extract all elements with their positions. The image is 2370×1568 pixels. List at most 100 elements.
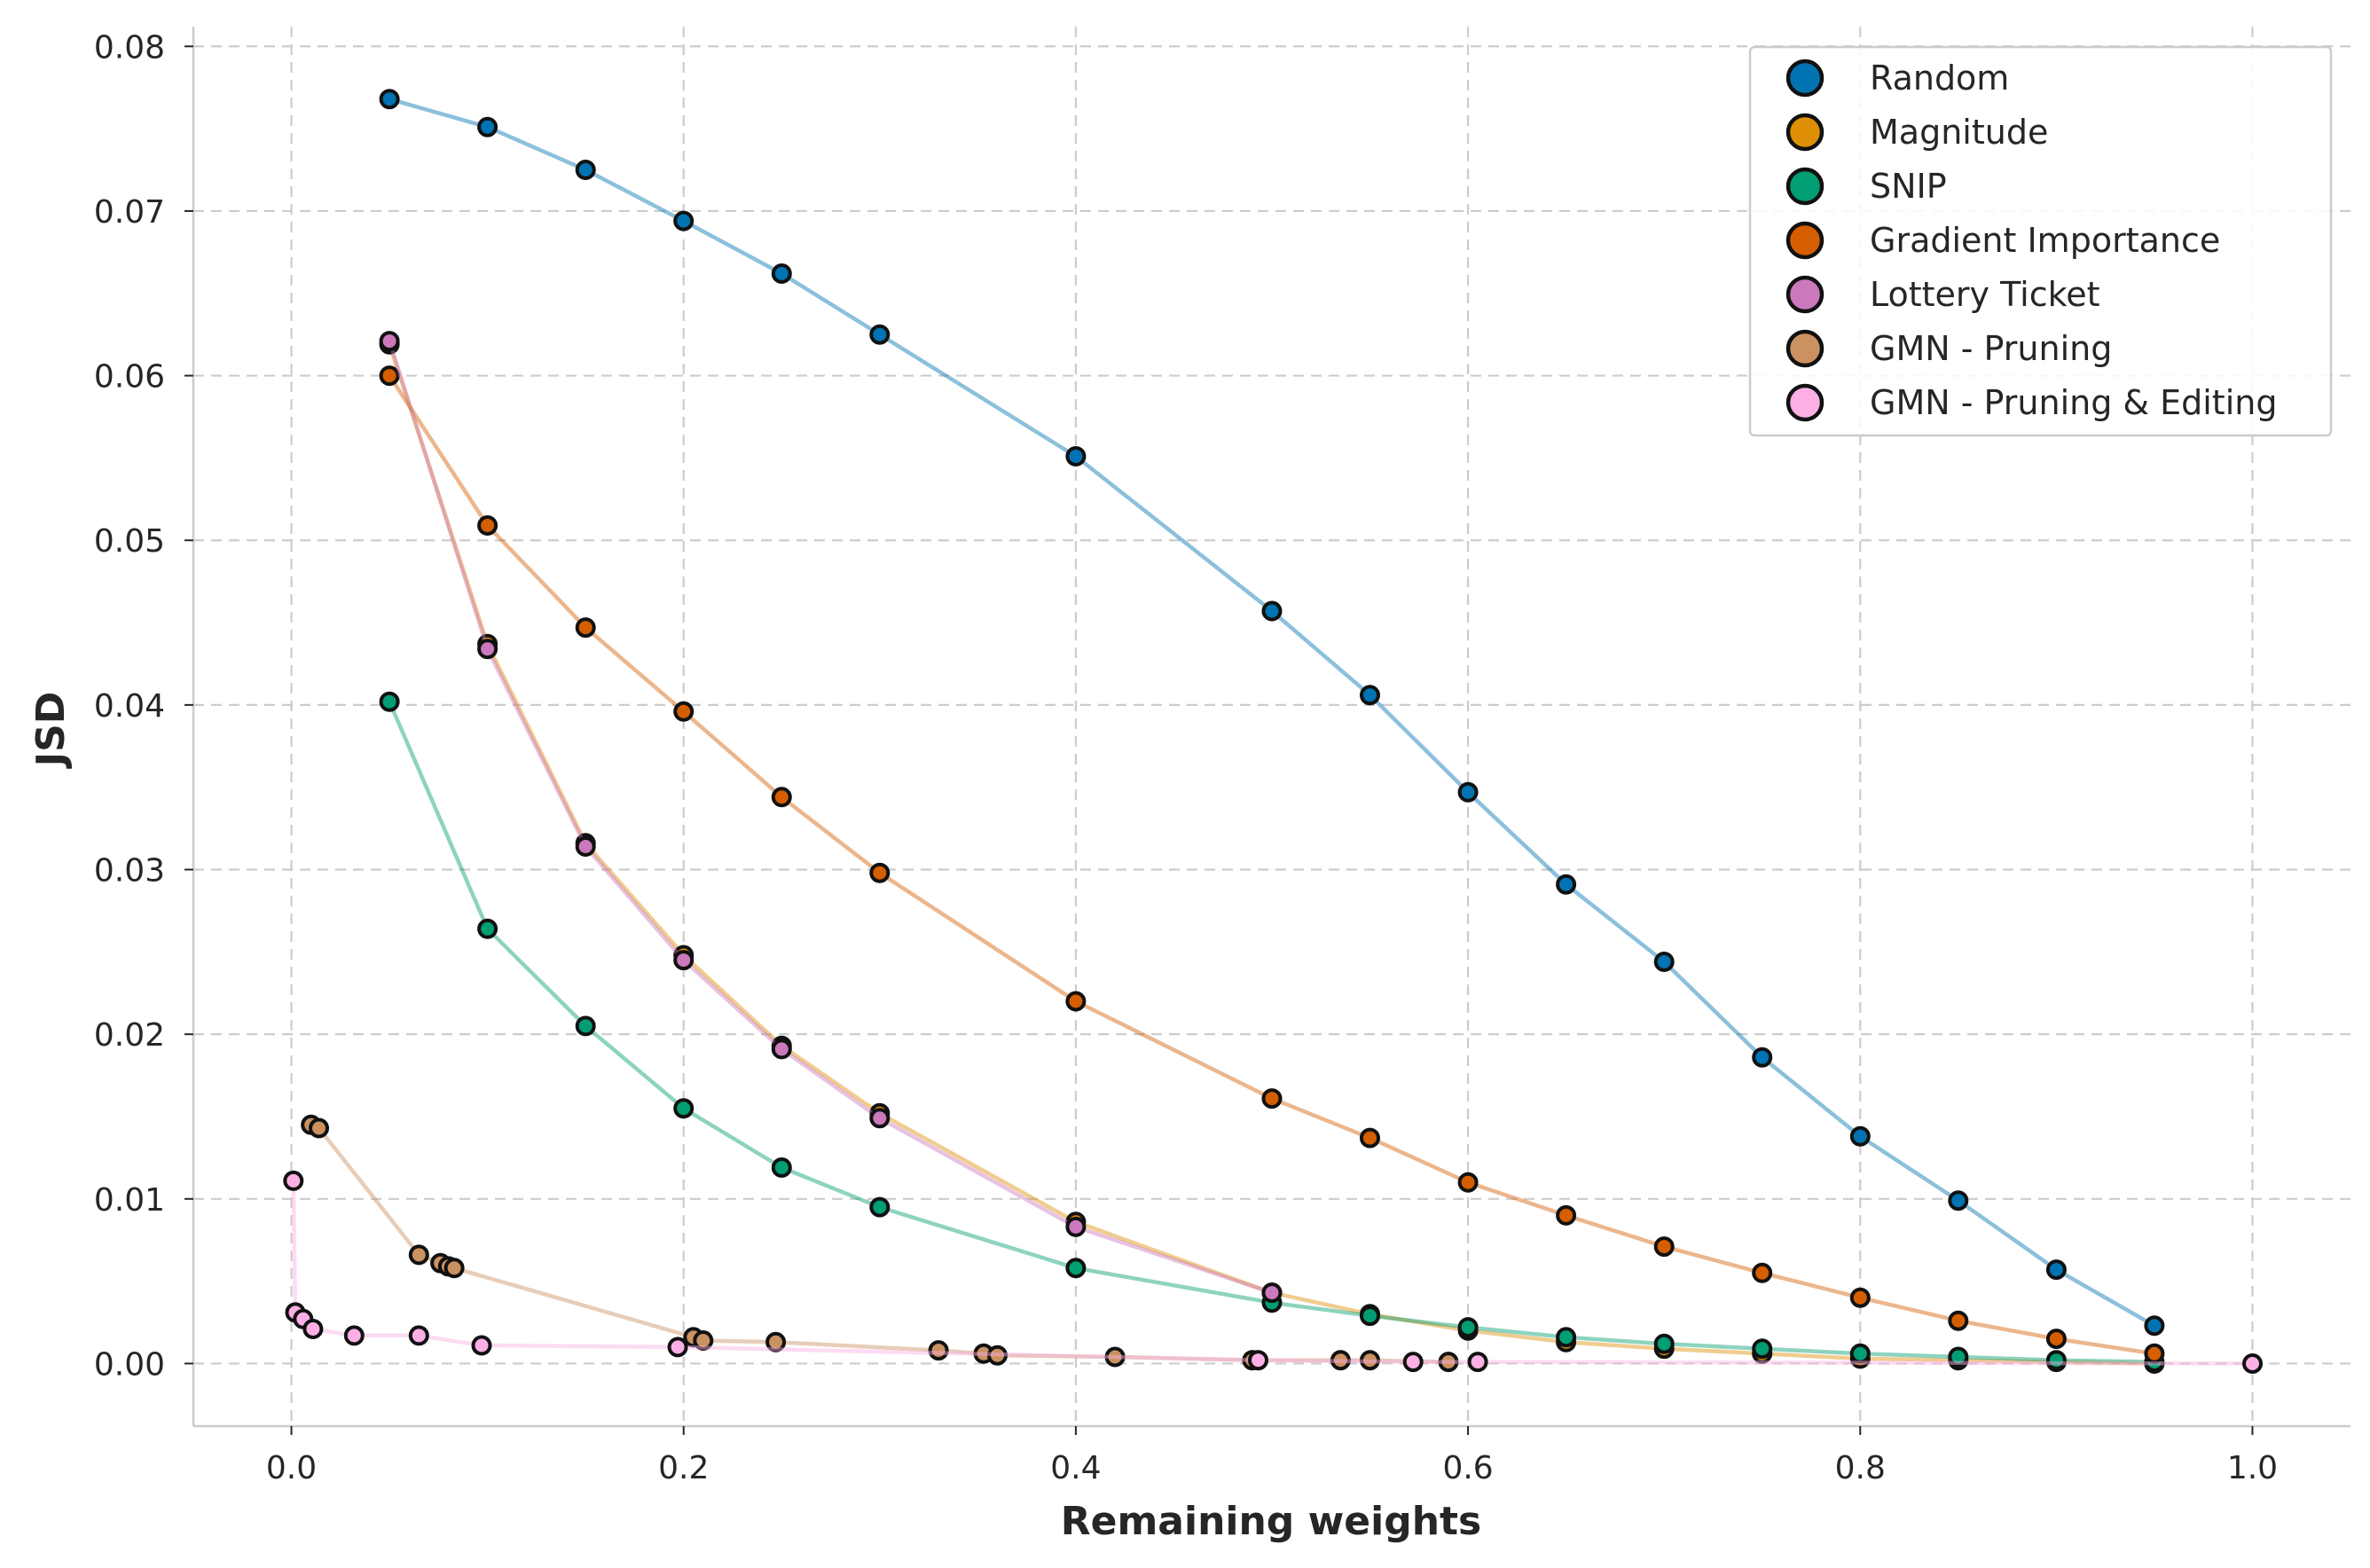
legend-marker-gmn-pruning-editing <box>1785 383 1825 422</box>
data-point-gradient-importance <box>2045 1329 2067 1350</box>
series-line-lottery-ticket <box>387 339 1275 1295</box>
data-point-gradient-importance <box>1261 1088 1283 1109</box>
y-tick-label: 0.07 <box>94 194 165 231</box>
legend-label-magnitude: Magnitude <box>1870 113 2048 152</box>
legend-item-magnitude: Magnitude <box>1785 113 2048 152</box>
data-point-gmn-pruning <box>693 1330 714 1351</box>
series-line-gradient-importance <box>387 373 2157 1356</box>
data-point-gradient-importance <box>575 617 596 639</box>
legend-item-gmn-pruning: GMN - Pruning <box>1785 329 2112 368</box>
data-point-snip <box>2045 1350 2067 1371</box>
data-point-random <box>1556 874 1577 895</box>
data-point-lottery-ticket <box>1261 1282 1283 1304</box>
data-point-gradient-importance <box>1948 1310 1969 1331</box>
x-tick-label: 0.2 <box>658 1450 709 1486</box>
legend-label-gmn-pruning-editing: GMN - Pruning & Editing <box>1870 383 2277 422</box>
data-point-gradient-importance <box>477 515 498 536</box>
series-magnitude <box>379 333 2165 1374</box>
data-point-gmn-pruning-editing <box>283 1170 304 1191</box>
data-point-gmn-pruning <box>408 1244 429 1266</box>
data-point-gradient-importance <box>1360 1127 1380 1149</box>
data-point-gmn-pruning-editing <box>667 1337 688 1358</box>
legend-marker-gmn-pruning <box>1785 329 1825 368</box>
data-point-gmn-pruning <box>1360 1350 1380 1371</box>
data-point-gmn-pruning <box>443 1258 465 1279</box>
data-point-snip <box>1457 1317 1479 1338</box>
data-point-gmn-pruning-editing <box>1467 1352 1488 1373</box>
legend-marker-lottery-ticket <box>1785 275 1825 314</box>
legend-item-gmn-pruning-editing: GMN - Pruning & Editing <box>1785 383 2277 422</box>
legend-marker-snip <box>1785 167 1825 206</box>
data-point-snip <box>1849 1343 1871 1364</box>
data-point-snip <box>869 1196 891 1218</box>
data-point-snip <box>1752 1338 1773 1360</box>
series-line-magnitude <box>387 342 2157 1366</box>
data-point-gmn-pruning-editing <box>1248 1350 1268 1371</box>
y-tick-label: 0.08 <box>94 29 165 66</box>
data-point-random <box>1849 1125 1871 1147</box>
legend-item-random: Random <box>1785 59 2009 98</box>
data-point-snip <box>379 691 400 712</box>
data-point-lottery-ticket <box>673 950 695 971</box>
data-point-random <box>2045 1259 2067 1281</box>
data-point-gmn-pruning <box>1104 1346 1126 1368</box>
data-point-lottery-ticket <box>379 331 400 352</box>
data-point-random <box>1457 781 1479 803</box>
data-point-lottery-ticket <box>575 836 596 857</box>
data-point-random <box>379 89 400 110</box>
legend-marker-gradient-importance <box>1785 221 1825 260</box>
data-point-random <box>2144 1315 2165 1337</box>
data-point-snip <box>1653 1333 1675 1354</box>
legend: Random Magnitude SNIP Gradient Importance Lo… <box>1748 45 2333 437</box>
data-point-lottery-ticket <box>869 1108 891 1129</box>
data-point-gradient-importance <box>1556 1204 1577 1226</box>
data-point-gradient-importance <box>1653 1236 1675 1258</box>
series-gmn-pruning-editing <box>283 1170 2263 1374</box>
data-point-random <box>869 324 891 345</box>
legend-item-gradient-importance: Gradient Importance <box>1785 221 2220 260</box>
legend-label-random: Random <box>1870 59 2009 98</box>
y-tick-label: 0.05 <box>94 523 165 560</box>
tick-labels: 0.0 0.2 0.4 0.6 0.8 1.0 0.00 0.01 0.02 0.03 0.04 0.… <box>94 29 2278 1486</box>
y-tick-label: 0.04 <box>94 688 165 725</box>
y-tick-label: 0.01 <box>94 1182 165 1219</box>
data-point-gmn-pruning-editing <box>1402 1352 1424 1373</box>
data-point-lottery-ticket <box>477 639 498 660</box>
data-point-random <box>673 210 695 231</box>
y-tick-label: 0.00 <box>94 1346 165 1383</box>
data-point-snip <box>1556 1327 1577 1348</box>
data-point-gmn-pruning <box>987 1345 1008 1366</box>
axes <box>192 27 2350 1428</box>
data-point-gmn-pruning <box>309 1117 329 1139</box>
y-tick-label: 0.02 <box>94 1017 165 1054</box>
data-point-random <box>575 160 596 180</box>
series-line-snip <box>387 699 2157 1364</box>
data-point-snip <box>771 1157 792 1178</box>
data-point-lottery-ticket <box>771 1039 792 1060</box>
data-point-gmn-pruning <box>1438 1352 1459 1373</box>
data-point-snip <box>1360 1305 1380 1327</box>
series-snip <box>379 691 2165 1373</box>
legend-item-lottery-ticket: Lottery Ticket <box>1785 275 2100 314</box>
data-point-random <box>1065 446 1087 466</box>
series-random <box>379 89 2165 1337</box>
x-tick-label: 0.8 <box>1835 1450 1886 1486</box>
y-tick-label: 0.06 <box>94 359 165 396</box>
data-point-random <box>771 263 792 284</box>
data-point-gmn-pruning-editing <box>2242 1353 2263 1374</box>
x-axis-title: Remaining weights <box>1061 1499 1482 1544</box>
data-point-gradient-importance <box>869 862 891 883</box>
legend-frame <box>1748 45 2333 437</box>
data-point-gmn-pruning-editing <box>471 1335 492 1356</box>
data-point-random <box>477 116 498 137</box>
data-series <box>283 89 2263 1374</box>
data-point-gmn-pruning <box>765 1331 787 1352</box>
data-point-snip <box>1065 1258 1087 1279</box>
legend-marker-random <box>1785 59 1825 98</box>
data-point-snip <box>477 918 498 939</box>
data-point-snip <box>673 1098 695 1119</box>
series-gmn-pruning <box>301 1114 1459 1373</box>
data-point-snip <box>1948 1346 1969 1368</box>
data-point-gradient-importance <box>771 787 792 808</box>
